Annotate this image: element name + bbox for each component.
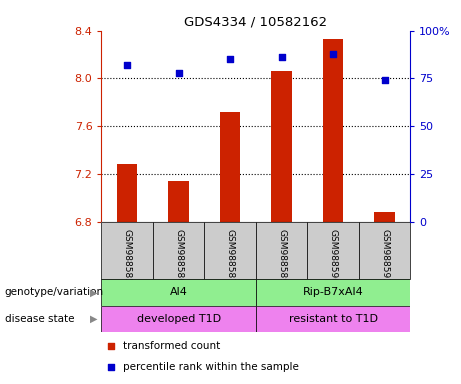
Bar (101, 306, 256, 333)
Bar (359, 222, 410, 279)
Bar (204, 222, 256, 279)
Text: developed T1D: developed T1D (136, 314, 221, 324)
Text: resistant to T1D: resistant to T1D (289, 314, 378, 324)
Text: Al4: Al4 (170, 287, 188, 297)
Bar (220, 112, 241, 222)
Text: Rip-B7xAl4: Rip-B7xAl4 (303, 287, 363, 297)
Point (381, 77, 388, 83)
Point (107, 343, 114, 349)
Text: ▶: ▶ (90, 287, 97, 297)
Point (124, 62, 131, 68)
Point (329, 51, 337, 57)
Text: genotype/variation: genotype/variation (5, 287, 104, 297)
Bar (153, 222, 204, 279)
Bar (117, 164, 137, 222)
Point (107, 364, 114, 370)
Text: GSM988589: GSM988589 (277, 228, 286, 283)
Bar (307, 222, 359, 279)
Point (278, 55, 285, 61)
Text: transformed count: transformed count (123, 341, 220, 351)
Text: GSM988587: GSM988587 (225, 228, 235, 283)
Bar (256, 279, 410, 306)
Point (175, 70, 183, 76)
Text: GSM988590: GSM988590 (329, 228, 337, 283)
Text: GSM988585: GSM988585 (123, 228, 132, 283)
Bar (256, 222, 307, 279)
Text: GSM988591: GSM988591 (380, 228, 389, 283)
Text: ▶: ▶ (90, 314, 97, 324)
Title: GDS4334 / 10582162: GDS4334 / 10582162 (184, 15, 327, 28)
Bar (374, 212, 395, 222)
Bar (323, 39, 343, 222)
Bar (101, 279, 256, 306)
Point (226, 56, 234, 63)
Text: GSM988586: GSM988586 (174, 228, 183, 283)
Bar (168, 181, 189, 222)
Bar (256, 306, 410, 333)
Text: disease state: disease state (5, 314, 74, 324)
Text: percentile rank within the sample: percentile rank within the sample (123, 362, 299, 372)
Bar (271, 71, 292, 222)
Bar (101, 222, 153, 279)
